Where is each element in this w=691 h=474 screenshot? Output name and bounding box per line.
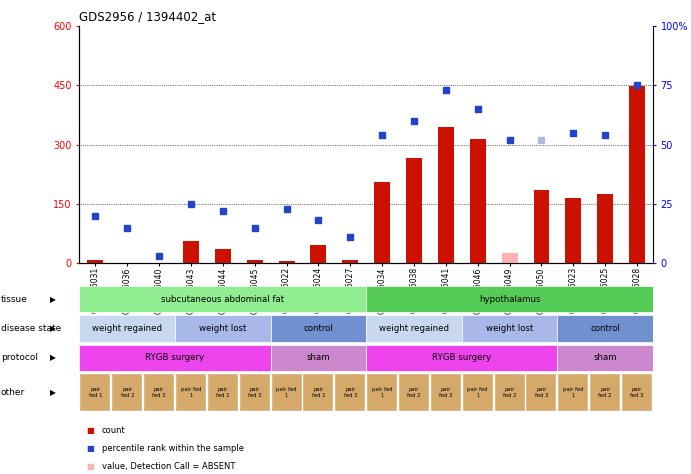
Bar bbox=[502, 253, 518, 263]
Bar bbox=[278, 261, 294, 263]
Text: control: control bbox=[303, 324, 333, 333]
Text: other: other bbox=[1, 388, 25, 397]
Text: pair
fed 3: pair fed 3 bbox=[439, 387, 453, 398]
Bar bbox=[247, 260, 263, 263]
Text: pair
fed 3: pair fed 3 bbox=[630, 387, 644, 398]
Text: weight lost: weight lost bbox=[486, 324, 533, 333]
Text: pair
fed 3: pair fed 3 bbox=[535, 387, 548, 398]
Text: pair
fed 3: pair fed 3 bbox=[248, 387, 261, 398]
Text: value, Detection Call = ABSENT: value, Detection Call = ABSENT bbox=[102, 463, 235, 472]
Text: control: control bbox=[590, 324, 620, 333]
Bar bbox=[495, 374, 524, 411]
Bar bbox=[175, 315, 271, 342]
Text: pair fed
1: pair fed 1 bbox=[372, 387, 392, 398]
Text: pair
fed 3: pair fed 3 bbox=[343, 387, 357, 398]
Bar bbox=[558, 315, 653, 342]
Text: pair fed
1: pair fed 1 bbox=[468, 387, 488, 398]
Bar bbox=[629, 86, 645, 263]
Bar bbox=[272, 374, 301, 411]
Text: RYGB surgery: RYGB surgery bbox=[433, 354, 491, 362]
Text: ▶: ▶ bbox=[50, 354, 56, 362]
Text: ■: ■ bbox=[86, 463, 94, 472]
Bar bbox=[375, 182, 390, 263]
Text: hypothalamus: hypothalamus bbox=[479, 295, 540, 303]
Bar bbox=[527, 374, 556, 411]
Text: pair
fed 2: pair fed 2 bbox=[598, 387, 612, 398]
Text: percentile rank within the sample: percentile rank within the sample bbox=[102, 445, 243, 454]
Bar bbox=[342, 260, 358, 263]
Text: protocol: protocol bbox=[1, 354, 38, 362]
Text: pair fed
1: pair fed 1 bbox=[276, 387, 297, 398]
Text: count: count bbox=[102, 427, 125, 436]
Text: sham: sham bbox=[307, 354, 330, 362]
Bar bbox=[310, 246, 326, 263]
Bar bbox=[112, 374, 142, 411]
Bar bbox=[144, 374, 174, 411]
Text: pair
fed 2: pair fed 2 bbox=[216, 387, 229, 398]
Bar bbox=[271, 315, 366, 342]
Bar bbox=[366, 286, 653, 312]
Text: pair
fed 3: pair fed 3 bbox=[153, 387, 166, 398]
Text: ▶: ▶ bbox=[50, 388, 56, 397]
Bar bbox=[366, 315, 462, 342]
Text: weight regained: weight regained bbox=[93, 324, 162, 333]
Bar bbox=[303, 374, 334, 411]
Text: pair
fed 2: pair fed 2 bbox=[120, 387, 134, 398]
Bar bbox=[80, 374, 111, 411]
Text: pair
fed 2: pair fed 2 bbox=[407, 387, 421, 398]
Text: ■: ■ bbox=[86, 445, 94, 454]
Text: sham: sham bbox=[594, 354, 617, 362]
Text: pair
fed 2: pair fed 2 bbox=[312, 387, 325, 398]
Bar bbox=[431, 374, 461, 411]
Bar bbox=[367, 374, 397, 411]
Bar bbox=[240, 374, 269, 411]
Bar bbox=[79, 315, 175, 342]
Bar bbox=[271, 345, 366, 371]
Bar bbox=[470, 139, 486, 263]
Text: pair
fed 2: pair fed 2 bbox=[503, 387, 516, 398]
Bar bbox=[215, 249, 231, 263]
Bar bbox=[622, 374, 652, 411]
Text: pair fed
1: pair fed 1 bbox=[181, 387, 201, 398]
Bar bbox=[79, 286, 366, 312]
Text: RYGB surgery: RYGB surgery bbox=[146, 354, 205, 362]
Text: ▶: ▶ bbox=[50, 295, 56, 303]
Text: tissue: tissue bbox=[1, 295, 28, 303]
Bar bbox=[462, 315, 558, 342]
Bar bbox=[335, 374, 366, 411]
Bar bbox=[438, 127, 454, 263]
Bar bbox=[79, 345, 271, 371]
Text: disease state: disease state bbox=[1, 324, 61, 333]
Bar bbox=[533, 190, 549, 263]
Text: subcutaneous abdominal fat: subcutaneous abdominal fat bbox=[161, 295, 285, 303]
Text: pair
fed 1: pair fed 1 bbox=[88, 387, 102, 398]
Bar bbox=[399, 374, 429, 411]
Bar bbox=[176, 374, 206, 411]
Bar bbox=[565, 198, 581, 263]
Bar bbox=[558, 374, 588, 411]
Bar bbox=[366, 345, 558, 371]
Bar bbox=[558, 345, 653, 371]
Bar bbox=[590, 374, 621, 411]
Bar bbox=[597, 194, 613, 263]
Text: ■: ■ bbox=[86, 427, 94, 436]
Text: pair fed
1: pair fed 1 bbox=[563, 387, 584, 398]
Text: GDS2956 / 1394402_at: GDS2956 / 1394402_at bbox=[79, 10, 216, 24]
Bar bbox=[88, 260, 104, 263]
Bar bbox=[463, 374, 493, 411]
Bar bbox=[406, 158, 422, 263]
Bar bbox=[208, 374, 238, 411]
Text: weight lost: weight lost bbox=[199, 324, 247, 333]
Text: ▶: ▶ bbox=[50, 324, 56, 333]
Text: weight regained: weight regained bbox=[379, 324, 449, 333]
Bar bbox=[183, 241, 199, 263]
